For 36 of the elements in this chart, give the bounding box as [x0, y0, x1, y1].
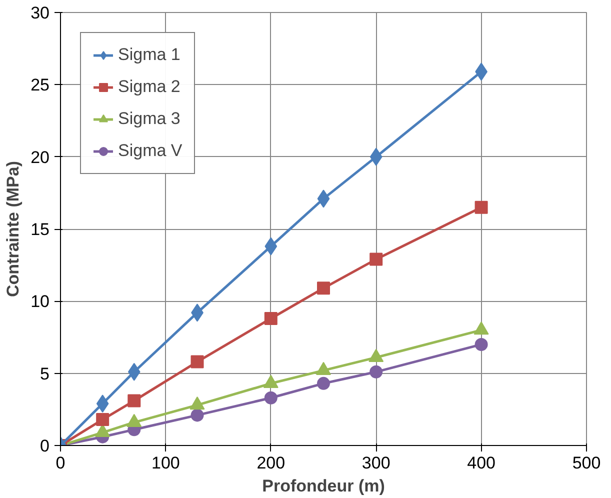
point [190, 355, 204, 368]
point [317, 376, 330, 390]
point [474, 338, 488, 351]
point [264, 312, 278, 325]
x-tick-label: 200 [256, 454, 286, 472]
point [370, 365, 383, 378]
x-tick-label: 0 [56, 454, 66, 472]
point [317, 282, 330, 295]
point [264, 237, 278, 256]
point [96, 413, 110, 426]
legend-label: Sigma 1 [118, 45, 180, 65]
x-tick-label: 300 [362, 454, 390, 472]
point [190, 408, 204, 422]
x-tick-label: 500 [572, 454, 601, 472]
point [317, 190, 330, 208]
x-tick-label: 400 [467, 454, 496, 472]
point [264, 391, 278, 404]
y-axis-title: Contrainte (MPa) [4, 161, 23, 297]
y-tick-label: 20 [30, 148, 50, 167]
point [370, 148, 382, 166]
y-tick-label: 30 [30, 4, 50, 22]
point [474, 200, 488, 214]
y-tick-label: 0 [40, 436, 50, 456]
legend-label: Sigma 3 [118, 109, 180, 129]
legend-label: Sigma 2 [118, 77, 180, 97]
point [370, 252, 383, 266]
y-tick-label: 10 [30, 292, 50, 312]
point [128, 362, 140, 381]
y-tick-label: 5 [40, 364, 50, 384]
x-axis-title: Profondeur (m) [262, 476, 385, 496]
x-tick-label: 100 [152, 454, 180, 472]
legend-label: Sigma V [118, 141, 182, 161]
point [96, 394, 109, 413]
y-tick-label: 15 [30, 220, 50, 239]
y-tick-label: 25 [30, 76, 50, 95]
point [128, 394, 141, 408]
